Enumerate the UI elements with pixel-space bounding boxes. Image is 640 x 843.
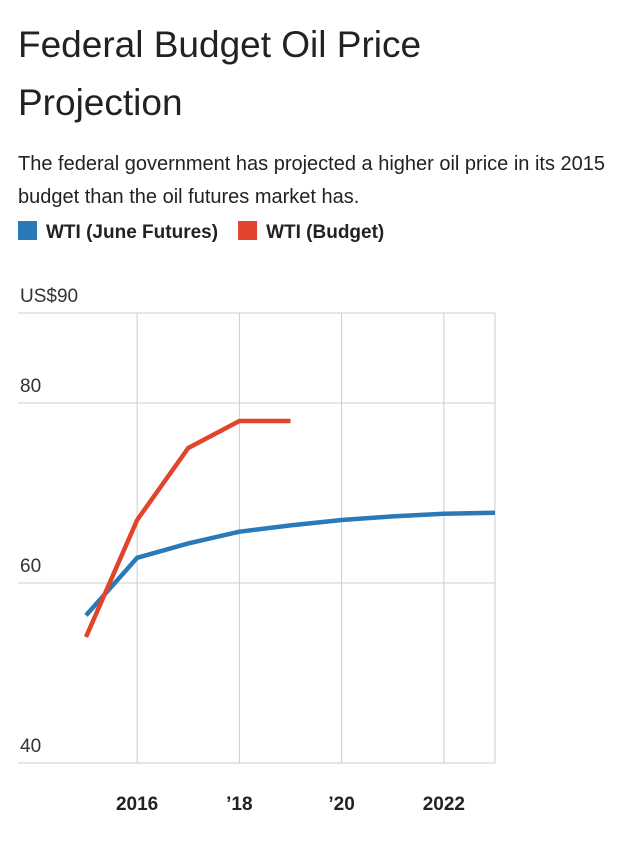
x-tick-label: 2022 bbox=[423, 794, 465, 815]
y-tick-label: 60 bbox=[20, 556, 41, 577]
chart-subtitle: The federal government has projected a h… bbox=[18, 153, 605, 208]
y-tick-label: 80 bbox=[20, 376, 41, 397]
legend-swatch bbox=[238, 221, 258, 240]
series-line bbox=[84, 510, 496, 617]
chart-title: Federal Budget Oil Price Projection bbox=[18, 24, 421, 123]
y-tick-label: 40 bbox=[20, 736, 41, 757]
legend-label: WTI (Budget) bbox=[266, 222, 384, 243]
legend-label: WTI (June Futures) bbox=[46, 222, 218, 243]
x-tick-label: ’20 bbox=[328, 794, 354, 815]
x-tick-label: 2016 bbox=[116, 794, 158, 815]
x-tick-label: ’18 bbox=[226, 794, 252, 815]
y-tick-label: US$90 bbox=[20, 286, 78, 307]
series-line bbox=[83, 418, 291, 638]
legend-swatch bbox=[18, 221, 37, 240]
